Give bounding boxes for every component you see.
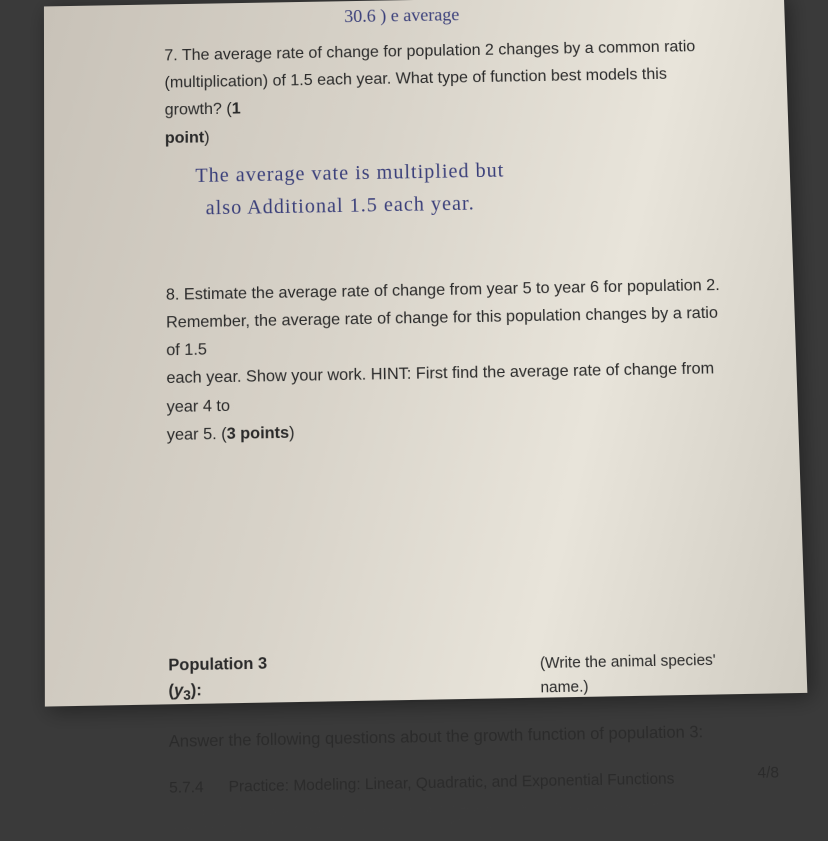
q7-point-word: point: [165, 129, 204, 147]
q8-close: ): [289, 424, 295, 442]
population-3-row: Population 3 (y3): (Write the animal spe…: [168, 643, 745, 706]
student-answer-7: The average vate is multiplied but also …: [195, 150, 730, 224]
pop3-hint: (Write the animal species' name.): [540, 649, 746, 700]
top-handwriting: 30.6 ) e average: [344, 1, 459, 30]
section-number: 5.7.4: [169, 778, 204, 797]
q8-line4: year 5. (: [167, 425, 227, 444]
page-number: 4/8: [757, 761, 779, 785]
q8-points: 3 points: [227, 424, 290, 443]
q7-close: ): [204, 129, 210, 146]
q8-line2: Remember, the average rate of change for…: [166, 299, 735, 365]
q7-points: 1: [232, 101, 241, 118]
follow-up-instruction: Answer the following questions about the…: [169, 719, 747, 755]
worksheet-page: 30.6 ) e average 7. The average rate of …: [44, 0, 807, 707]
pop3-label: Population 3 (y3):: [168, 651, 291, 706]
pop3-yvar: y: [174, 682, 183, 700]
pop3-ysub: 3: [183, 687, 191, 703]
q8-line3: each year. Show your work. HINT: First f…: [166, 355, 736, 421]
species-blank-line[interactable]: [297, 681, 534, 704]
q7-line2-wrap: (multiplication) of 1.5 each year. What …: [164, 60, 727, 125]
pop3-suffix: ):: [191, 681, 202, 699]
practice-title: Practice: Modeling: Linear, Quadratic, a…: [229, 770, 675, 796]
question-7: 7. The average rate of change for popula…: [164, 33, 728, 152]
question-8: 8. Estimate the average rate of change f…: [166, 271, 738, 449]
population-3-section: Population 3 (y3): (Write the animal spe…: [168, 643, 745, 706]
page-footer: 4/8 5.7.4 Practice: Modeling: Linear, Qu…: [169, 766, 750, 838]
copyright-text: Copyright © 2024 Apex Learning Inc. Use …: [169, 795, 749, 839]
